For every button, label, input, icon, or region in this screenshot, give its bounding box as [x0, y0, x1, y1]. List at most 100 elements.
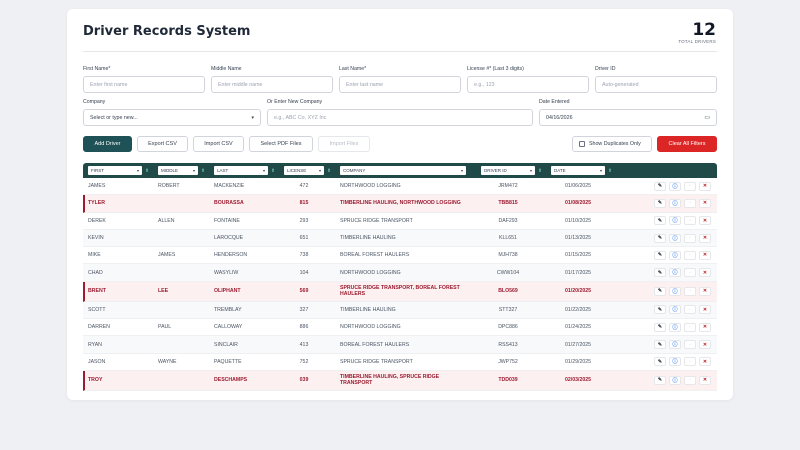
filter-middle[interactable]: MIDDLE ▾	[158, 166, 198, 175]
filter-license[interactable]: LICENSE ▾	[284, 166, 324, 175]
document-icon[interactable]: ▫	[684, 357, 696, 367]
info-icon[interactable]: ⓘ	[669, 233, 681, 243]
cell-date: 01/29/2025	[565, 358, 591, 365]
document-icon[interactable]: ▫	[684, 268, 696, 278]
sort-icon[interactable]: ⬍	[200, 167, 206, 174]
delete-icon[interactable]: ✕	[699, 322, 711, 332]
edit-icon[interactable]: ✎	[654, 375, 666, 385]
delete-icon[interactable]: ✕	[699, 340, 711, 350]
info-icon[interactable]: ⓘ	[669, 305, 681, 315]
delete-icon[interactable]: ✕	[699, 375, 711, 385]
add-driver-button[interactable]: Add Driver	[83, 136, 132, 152]
company-select[interactable]: Select or type new... ▾	[83, 109, 261, 126]
info-icon[interactable]: ⓘ	[669, 340, 681, 350]
cell-date: 01/22/2025	[565, 306, 591, 313]
import-files-button[interactable]: Import Files	[318, 136, 370, 152]
sort-icon[interactable]: ⬍	[326, 167, 332, 174]
filter-company[interactable]: COMPANY ▾	[340, 166, 466, 175]
filter-last[interactable]: LAST ▾	[214, 166, 268, 175]
cell-company: SPRUCE RIDGE TRANSPORT	[340, 358, 413, 365]
delete-icon[interactable]: ✕	[699, 216, 711, 226]
table-row[interactable]: MIKE JAMES HENDERSON 738 BOREAL FOREST HAULE…	[83, 247, 717, 265]
import-csv-button[interactable]: Import CSV	[193, 136, 244, 152]
delete-icon[interactable]: ✕	[699, 305, 711, 315]
edit-icon[interactable]: ✎	[654, 357, 666, 367]
cell-license: 472	[299, 183, 309, 190]
table-row[interactable]: KEVIN LAROCQUE 651 TIMBERLINE HAULING KLL651…	[83, 229, 717, 248]
edit-icon[interactable]: ✎	[654, 181, 666, 191]
document-icon[interactable]: ▫	[684, 340, 696, 350]
document-icon[interactable]: ▫	[684, 198, 696, 208]
cell-last: HENDERSON	[214, 252, 248, 259]
table-row[interactable]: RYAN SINCLAIR 413 BOREAL FOREST HAULERS RSS4…	[83, 336, 717, 354]
info-icon[interactable]: ⓘ	[669, 181, 681, 191]
first-name-input[interactable]: Enter first name	[83, 76, 205, 93]
delete-icon[interactable]: ✕	[699, 250, 711, 260]
table-row[interactable]: SCOTT TREMBLAY 327 TIMBERLINE HAULING STT327…	[83, 301, 717, 320]
delete-icon[interactable]: ✕	[699, 233, 711, 243]
middle-name-input[interactable]: Enter middle name	[211, 76, 333, 93]
delete-icon[interactable]: ✕	[699, 357, 711, 367]
info-icon[interactable]: ⓘ	[669, 216, 681, 226]
info-icon[interactable]: ⓘ	[669, 198, 681, 208]
document-icon[interactable]: ▫	[684, 375, 696, 385]
document-icon[interactable]: ▫	[684, 322, 696, 332]
sort-icon[interactable]: ⬍	[607, 167, 613, 174]
table-row[interactable]: BRENT LEE OLIPHANT 569 SPRUCE RIDGE TRANSPOR…	[83, 281, 717, 302]
table-row[interactable]: TROY DESCHAMPS 039 TIMBERLINE HAULING, SPRU…	[83, 370, 717, 391]
table-row[interactable]: CHAD WASYLIW 104 NORTHWOOD LOGGING CWW104 01/…	[83, 264, 717, 282]
sort-icon[interactable]: ⬍	[144, 167, 150, 174]
select-pdf-files-button[interactable]: Select PDF Files	[249, 136, 313, 152]
license-input[interactable]: e.g., 123	[467, 76, 589, 93]
info-icon[interactable]: ⓘ	[669, 322, 681, 332]
table-row[interactable]: JAMES ROBERT MACKENZIE 472 NORTHWOOD LOGGING…	[83, 178, 717, 196]
show-duplicates-toggle[interactable]: Show Duplicates Only	[572, 136, 652, 152]
table-row[interactable]: TYLER BOURASSA 815 TIMBERLINE HAULING, NORT…	[83, 195, 717, 213]
table-row[interactable]: DEREK ALLEN FONTAINE 293 SPRUCE RIDGE TRANSP…	[83, 213, 717, 230]
delete-icon[interactable]: ✕	[699, 198, 711, 208]
sort-icon[interactable]: ⬍	[537, 167, 543, 174]
delete-icon[interactable]: ✕	[699, 268, 711, 278]
info-icon[interactable]: ⓘ	[669, 357, 681, 367]
delete-icon[interactable]: ✕	[699, 286, 711, 296]
driver-id-input[interactable]: Auto-generated	[595, 76, 717, 93]
new-company-input[interactable]: e.g., ABC Co, XYZ Inc	[267, 109, 533, 126]
clear-all-filters-button[interactable]: Clear All Filters	[657, 136, 717, 152]
edit-icon[interactable]: ✎	[654, 286, 666, 296]
export-csv-button[interactable]: Export CSV	[137, 136, 188, 152]
edit-icon[interactable]: ✎	[654, 198, 666, 208]
table-row[interactable]: DARREN PAUL CALLOWAY 886 NORTHWOOD LOGGING DP…	[83, 319, 717, 337]
edit-icon[interactable]: ✎	[654, 305, 666, 315]
main-card: Driver Records System 12 TOTAL DRIVERS F…	[67, 9, 733, 400]
filter-first[interactable]: FIRST ▾	[88, 166, 142, 175]
edit-icon[interactable]: ✎	[654, 322, 666, 332]
cell-license: 293	[299, 217, 309, 224]
document-icon[interactable]: ▫	[684, 305, 696, 315]
delete-icon[interactable]: ✕	[699, 181, 711, 191]
info-icon[interactable]: ⓘ	[669, 250, 681, 260]
row-actions: ✎ ⓘ ▫ ✕	[654, 302, 711, 318]
edit-icon[interactable]: ✎	[654, 268, 666, 278]
date-entered-input[interactable]: 04/16/2026 ▭	[539, 109, 717, 126]
checkbox[interactable]	[579, 141, 585, 147]
calendar-icon[interactable]: ▭	[704, 115, 710, 121]
document-icon[interactable]: ▫	[684, 286, 696, 296]
info-icon[interactable]: ⓘ	[669, 375, 681, 385]
table-row[interactable]: JASON WAYNE PAQUETTE 752 SPRUCE RIDGE TRANSP…	[83, 354, 717, 371]
filter-driver-id[interactable]: DRIVER ID ▾	[481, 166, 535, 175]
edit-icon[interactable]: ✎	[654, 216, 666, 226]
edit-icon[interactable]: ✎	[654, 250, 666, 260]
last-name-input[interactable]: Enter last name	[339, 76, 461, 93]
document-icon[interactable]: ▫	[684, 233, 696, 243]
edit-icon[interactable]: ✎	[654, 340, 666, 350]
cell-last: PAQUETTE	[214, 358, 242, 365]
document-icon[interactable]: ▫	[684, 181, 696, 191]
chevron-down-icon: ▾	[460, 168, 463, 173]
filter-date[interactable]: DATE ▾	[551, 166, 605, 175]
info-icon[interactable]: ⓘ	[669, 286, 681, 296]
edit-icon[interactable]: ✎	[654, 233, 666, 243]
sort-icon[interactable]: ⬍	[270, 167, 276, 174]
info-icon[interactable]: ⓘ	[669, 268, 681, 278]
document-icon[interactable]: ▫	[684, 250, 696, 260]
document-icon[interactable]: ▫	[684, 216, 696, 226]
